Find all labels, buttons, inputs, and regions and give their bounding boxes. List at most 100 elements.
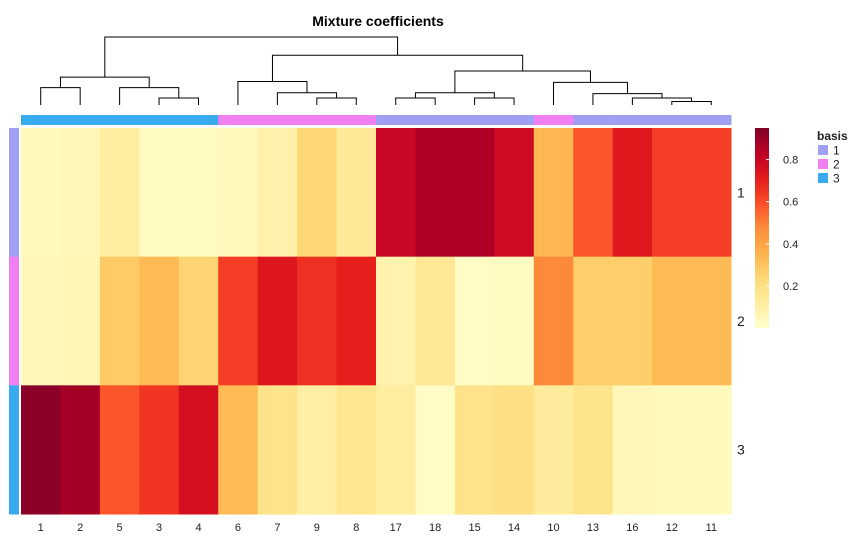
heatmap-cell: [257, 256, 298, 386]
dendrogram-branch: [474, 97, 515, 105]
column-label: 9: [314, 522, 320, 534]
row-label: 2: [737, 313, 745, 329]
heatmap-cell: [573, 385, 614, 515]
heatmap-cell: [139, 256, 180, 386]
heatmap-cell: [691, 128, 732, 258]
color-scale-label: 0.4: [783, 239, 798, 251]
legend-label: 2: [833, 158, 840, 172]
heatmap-cells: [21, 128, 732, 515]
column-basis-cell: [336, 115, 377, 125]
column-label: 14: [508, 522, 520, 534]
heatmap-cell: [573, 128, 614, 258]
column-label: 17: [390, 522, 402, 534]
row-basis-cell: [9, 128, 19, 258]
dendrogram-branch: [119, 87, 180, 105]
column-basis-annotation: [21, 115, 732, 125]
heatmap-cell: [376, 385, 416, 515]
column-dendrogram: [40, 36, 712, 105]
heatmap-cell: [454, 256, 495, 386]
heatmap-cell: [99, 128, 140, 258]
column-basis-cell: [99, 115, 140, 125]
heatmap-cell: [652, 385, 693, 515]
heatmap-cell: [376, 128, 416, 258]
column-basis-cell: [533, 115, 574, 125]
column-basis-cell: [415, 115, 456, 125]
column-basis-cell: [612, 115, 653, 125]
column-label: 11: [706, 522, 717, 534]
legend-title: basis: [817, 129, 848, 143]
column-label: 12: [666, 522, 678, 534]
heatmap-cell: [21, 385, 61, 515]
heatmap-cell: [415, 128, 456, 258]
column-label: 7: [274, 522, 280, 534]
column-basis-cell: [21, 115, 61, 125]
column-basis-cell: [652, 115, 693, 125]
column-label: 10: [547, 522, 559, 534]
heatmap-cell: [336, 256, 377, 386]
heatmap-cell: [21, 128, 61, 258]
heatmap-cell: [612, 256, 653, 386]
legend-swatch: [818, 159, 828, 169]
heatmap-cell: [297, 256, 338, 386]
column-label: 15: [468, 522, 480, 534]
heatmap-cell: [415, 385, 456, 515]
color-scale-label: 0.8: [783, 155, 798, 167]
dendrogram-branch: [414, 92, 495, 99]
column-label: 1: [38, 522, 44, 534]
color-scale-bar: 0.2 0.4 0.6 0.8: [755, 128, 798, 328]
column-label: 18: [429, 522, 441, 534]
legend-swatch: [818, 145, 828, 155]
dendrogram-branch: [316, 97, 357, 105]
column-label: 3: [156, 522, 162, 534]
heatmap-cell: [612, 385, 653, 515]
column-label: 4: [195, 522, 201, 534]
heatmap-cell: [297, 128, 338, 258]
dendrogram-branch: [276, 92, 338, 105]
legend-swatch: [818, 173, 828, 183]
heatmap-cell: [178, 128, 219, 258]
dendrogram-branch: [158, 97, 199, 105]
column-basis-cell: [139, 115, 180, 125]
heatmap-cell: [573, 256, 614, 386]
heatmap-cell: [60, 385, 101, 515]
color-scale-label: 0.2: [783, 281, 798, 293]
basis-legend: basis 123: [817, 129, 848, 186]
heatmap-cell: [297, 385, 338, 515]
heatmap-cell: [60, 256, 101, 386]
heatmap-cell: [415, 256, 456, 386]
column-basis-cell: [494, 115, 535, 125]
column-basis-cell: [573, 115, 614, 125]
column-label: 5: [117, 522, 123, 534]
row-labels: 1 2 3: [737, 184, 745, 457]
heatmap-cell: [612, 128, 653, 258]
legend-label: 3: [833, 172, 840, 186]
row-basis-cell: [9, 385, 19, 515]
column-basis-cell: [376, 115, 416, 125]
heatmap-cell: [652, 256, 693, 386]
chart-title: Mixture coefficients: [312, 13, 444, 29]
heatmap-cell: [218, 256, 259, 386]
heatmap-cell: [652, 128, 693, 258]
heatmap-cell: [336, 128, 377, 258]
heatmap-cell: [454, 128, 495, 258]
dendrogram-branch: [592, 93, 663, 105]
dendrogram-branch: [395, 97, 436, 105]
dendrogram-branch: [671, 101, 712, 105]
column-label: 8: [353, 522, 359, 534]
heatmap-cell: [99, 256, 140, 386]
heatmap-cell: [691, 385, 732, 515]
dendrogram-branch: [59, 76, 150, 88]
heatmap-cell: [178, 385, 219, 515]
heatmap-cell: [218, 128, 259, 258]
column-label: 6: [235, 522, 241, 534]
heatmap-cell: [257, 385, 298, 515]
column-label: 13: [587, 522, 599, 534]
legend-label: 1: [833, 144, 840, 158]
column-basis-cell: [691, 115, 732, 125]
dendrogram-branch: [271, 54, 524, 82]
dendrogram-branch: [40, 87, 81, 105]
heatmap-cell: [99, 385, 140, 515]
heatmap-cell: [257, 128, 298, 258]
heatmap-cell: [376, 256, 416, 386]
heatmap-cell: [336, 385, 377, 515]
